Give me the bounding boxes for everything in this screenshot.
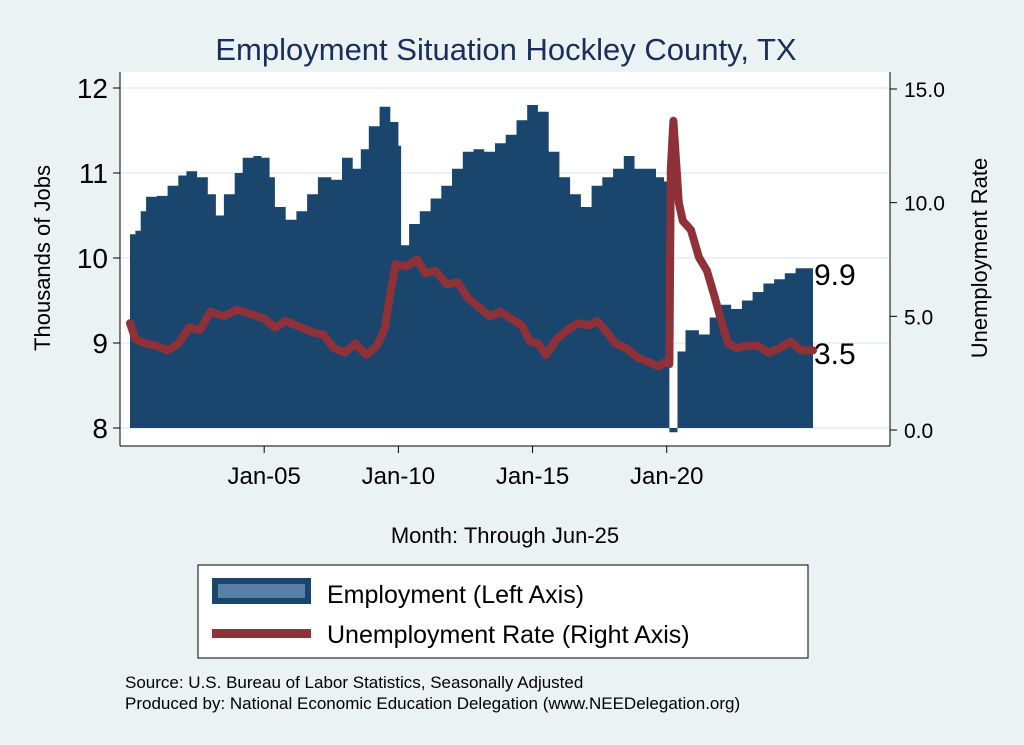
end-label-employment: 9.9 [814, 259, 856, 292]
end-label-unemployment: 3.5 [814, 338, 856, 371]
source-note: Source: U.S. Bureau of Labor Statistics,… [125, 673, 583, 692]
x-tick-label: Jan-15 [496, 463, 569, 490]
unemployment-line [126, 116, 817, 371]
y-axis-left-label: Thousands of Jobs [30, 165, 55, 351]
y-left-tick-label: 9 [92, 328, 108, 359]
y-left-tick-label: 10 [77, 243, 108, 274]
chart-title: Employment Situation Hockley County, TX [215, 32, 797, 67]
legend-label-employment: Employment (Left Axis) [327, 581, 584, 609]
y-right-tick-label: 10.0 [904, 193, 945, 216]
y-left-tick-label: 12 [77, 73, 108, 104]
legend-label-unemployment: Unemployment Rate (Right Axis) [327, 621, 690, 649]
y-right-tick-label: 5.0 [904, 306, 933, 329]
legend: Employment (Left Axis) Unemployment Rate… [197, 564, 809, 659]
x-tick-label: Jan-20 [630, 463, 703, 490]
x-tick-label: Jan-05 [227, 463, 300, 490]
x-tick-label: Jan-10 [362, 463, 435, 490]
legend-swatch-employment-inner [218, 584, 305, 598]
y-left-tick-label: 11 [79, 158, 108, 189]
right-axis: 0.0 5.0 10.0 15.0 [889, 72, 945, 446]
left-axis: 8 9 10 11 12 [77, 72, 121, 446]
y-axis-right-label: Unemployment Rate [967, 158, 992, 359]
y-right-tick-label: 0.0 [904, 420, 933, 443]
y-right-tick-label: 15.0 [904, 79, 945, 102]
employment-area [130, 105, 813, 433]
y-left-tick-label: 8 [92, 413, 108, 444]
producer-note: Produced by: National Economic Education… [125, 694, 740, 713]
x-axis-label: Month: Through Jun-25 [391, 523, 619, 548]
legend-swatch-unemployment [212, 629, 311, 638]
x-axis: Jan-05 Jan-10 Jan-15 Jan-20 [120, 445, 890, 490]
